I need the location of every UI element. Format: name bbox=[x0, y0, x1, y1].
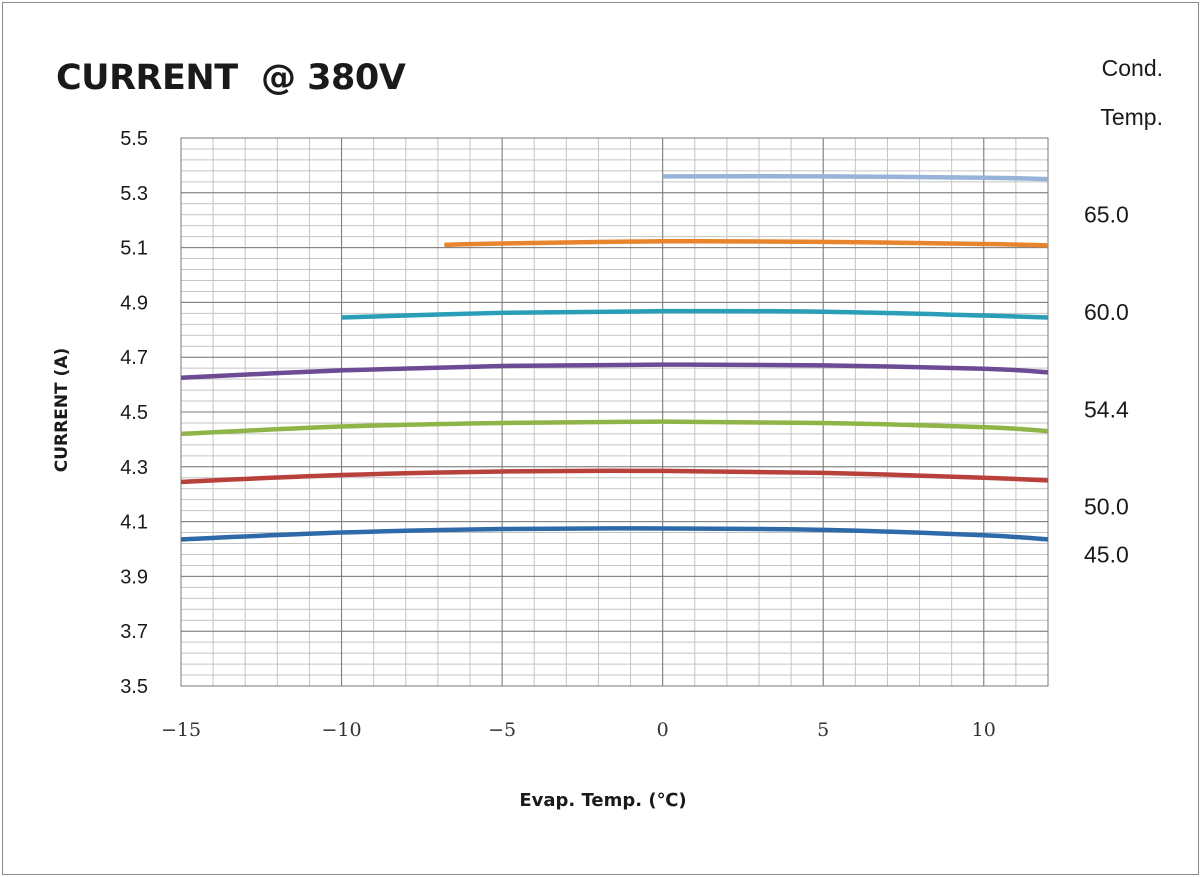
y-tick-label: 4.3 bbox=[120, 457, 148, 479]
series-line-0 bbox=[180, 526, 1049, 542]
series-line-5 bbox=[444, 238, 1049, 248]
x-tick-label: −5 bbox=[488, 719, 516, 741]
chart-title: CURRENT @ 380V bbox=[56, 58, 406, 98]
x-tick-label: −15 bbox=[161, 719, 201, 741]
series-label: 60.0 bbox=[1084, 299, 1129, 325]
y-tick-label: 3.5 bbox=[120, 676, 148, 698]
x-tick-label: 0 bbox=[657, 719, 669, 741]
y-tick-label: 3.7 bbox=[120, 621, 148, 643]
y-tick-label: 4.1 bbox=[120, 512, 148, 534]
y-tick-label: 5.1 bbox=[120, 238, 148, 260]
x-axis-label: Evap. Temp. (℃) bbox=[519, 790, 687, 811]
x-tick-label: 10 bbox=[972, 719, 996, 741]
y-tick-label: 4.5 bbox=[120, 402, 148, 424]
series-label: 50.0 bbox=[1084, 494, 1129, 520]
y-tick-label: 4.9 bbox=[120, 292, 148, 314]
y-tick-label: 3.9 bbox=[120, 566, 148, 588]
series-label: 54.4 bbox=[1084, 396, 1129, 422]
legend-title-temp: Temp. bbox=[1100, 104, 1163, 130]
legend-title-cond: Cond. bbox=[1101, 55, 1163, 81]
x-tick-label: −10 bbox=[322, 719, 362, 741]
series-label: 65.0 bbox=[1084, 202, 1129, 228]
series-line-4 bbox=[341, 308, 1049, 320]
y-tick-label: 4.7 bbox=[120, 347, 148, 369]
series-line-6 bbox=[662, 174, 1049, 182]
x-tick-label: 5 bbox=[817, 719, 829, 741]
series-label: 45.0 bbox=[1084, 541, 1129, 567]
series-line-1 bbox=[180, 468, 1049, 485]
series-line-2 bbox=[180, 419, 1049, 437]
y-tick-label: 5.3 bbox=[120, 183, 148, 205]
series-line-3 bbox=[180, 362, 1049, 380]
plot-area-border bbox=[180, 137, 1049, 687]
y-tick-label: 5.5 bbox=[120, 128, 148, 150]
